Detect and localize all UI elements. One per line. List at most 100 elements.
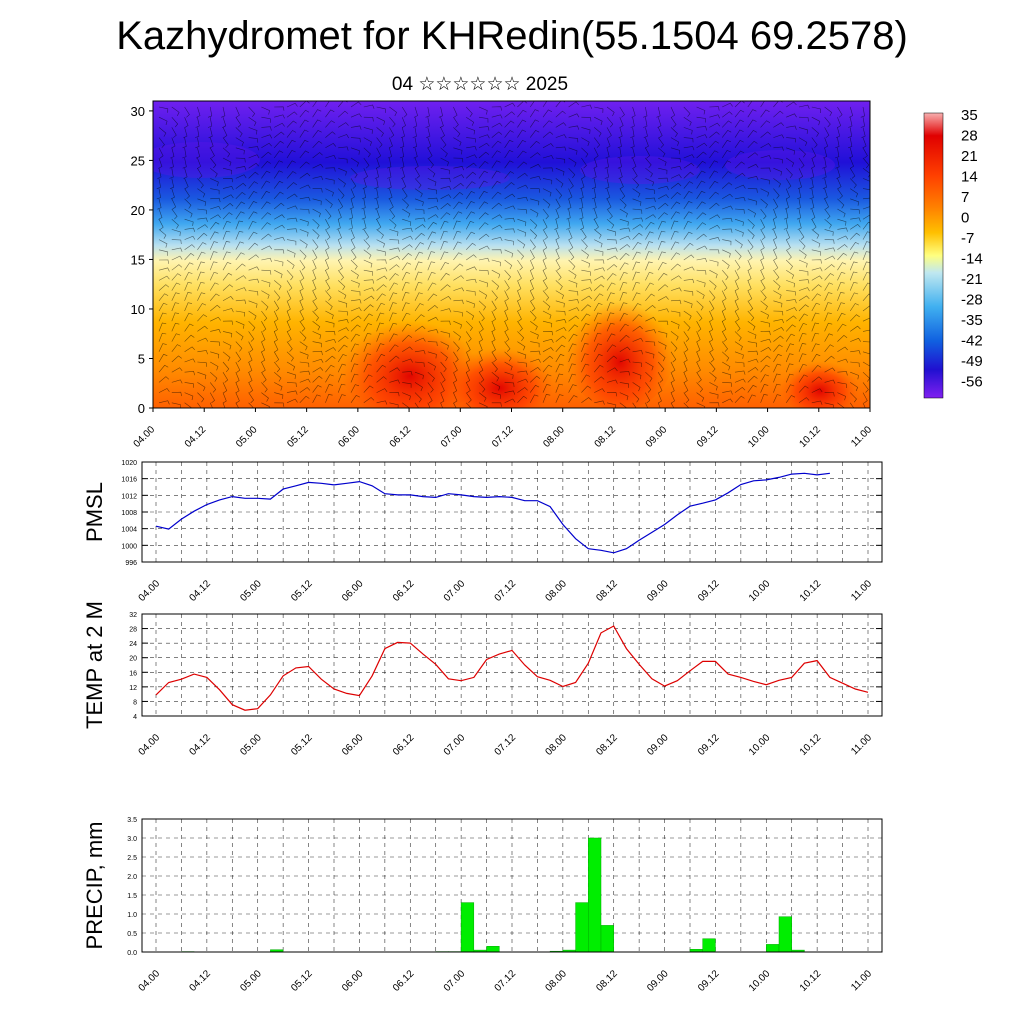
wind-barb [248, 137, 259, 143]
wind-barb [696, 151, 707, 159]
wind-barb [810, 198, 815, 210]
wind-barb [822, 178, 827, 189]
wind-barb [862, 206, 870, 210]
x-tick-label: 10.00 [747, 578, 773, 604]
wind-barb [312, 385, 322, 393]
wind-barb [709, 191, 719, 200]
wind-barb [530, 358, 541, 363]
warm-core [445, 340, 555, 408]
wind-barb [209, 221, 220, 230]
wind-barb [773, 290, 782, 300]
wind-barb [798, 385, 809, 393]
wind-barb [389, 264, 400, 271]
wind-barb [658, 194, 669, 200]
wind-barb [798, 104, 810, 109]
wind-barb [171, 379, 183, 384]
wind-barb [734, 140, 744, 148]
wind-barb [517, 150, 527, 159]
wind-barb [312, 198, 322, 206]
wind-barb [837, 371, 848, 376]
wind-barb [286, 351, 294, 362]
wind-barb [465, 392, 472, 404]
wind-barb [542, 355, 554, 363]
wind-barb [491, 214, 503, 220]
wind-barb [542, 155, 554, 160]
wind-barb [645, 231, 654, 240]
wind-barb [593, 137, 601, 148]
wind-barb [197, 198, 207, 206]
wind-barb [158, 116, 168, 125]
wind-barb [542, 364, 553, 373]
wind-barb [491, 290, 498, 301]
wind-barb [632, 325, 643, 332]
y-tick-label: 1012 [121, 493, 137, 500]
wind-barb [555, 327, 567, 332]
wind-barb [235, 310, 245, 317]
wind-barb [235, 351, 242, 363]
wind-barb [465, 351, 471, 363]
wind-barb [374, 168, 379, 179]
wind-barb [850, 208, 860, 214]
y-tick-label: 0 [138, 401, 145, 416]
wind-barb [542, 239, 548, 251]
wind-barb [643, 117, 648, 128]
wind-barb [171, 106, 180, 117]
wind-barb [824, 273, 835, 281]
wind-barb [491, 160, 501, 169]
y-tick-label: 0.0 [127, 950, 137, 957]
wind-barb [579, 188, 584, 200]
wind-barb [350, 101, 362, 108]
wind-barb [696, 341, 701, 353]
x-tick-label: 06.12 [391, 968, 417, 994]
wind-barb [504, 398, 516, 404]
wind-barb [517, 300, 522, 312]
wind-barb [210, 178, 219, 187]
wind-barb [491, 191, 502, 200]
wind-barb [824, 322, 833, 332]
wind-barb [171, 312, 180, 322]
wind-barb [412, 117, 418, 128]
wind-barb [427, 178, 437, 187]
wind-barb [414, 292, 423, 301]
wind-barb [606, 247, 618, 252]
wind-barb [336, 219, 341, 230]
wind-barb [363, 168, 368, 179]
x-tick-label: 04.00 [132, 424, 158, 450]
wind-barb [363, 147, 371, 158]
wind-barb [606, 312, 615, 322]
wind-barb [811, 259, 822, 264]
wind-barb [184, 346, 196, 353]
wind-barb [837, 281, 845, 291]
wind-barb [773, 270, 780, 281]
x-tick-label: 10.00 [747, 732, 773, 758]
wind-barb [286, 102, 298, 108]
wind-barb [555, 353, 565, 363]
wind-barb [594, 275, 605, 281]
wind-barb [773, 300, 783, 308]
wind-barb [837, 178, 842, 190]
wind-barb [325, 364, 335, 373]
wind-barb [248, 266, 260, 271]
wind-barb [567, 198, 572, 210]
wind-barb [568, 147, 578, 155]
wind-barb [734, 395, 745, 404]
wind-barb [824, 302, 832, 312]
wind-barb [773, 146, 784, 151]
wind-barb [222, 194, 234, 200]
wind-barb [798, 332, 807, 342]
wind-barb [645, 382, 652, 393]
wind-barb [325, 259, 330, 271]
wind-barb [683, 146, 695, 151]
wind-barb [785, 229, 791, 241]
wind-barb [824, 264, 835, 271]
wind-barb [606, 322, 615, 332]
y-axis-label: TEMP at 2 M [82, 601, 107, 729]
x-tick-label: 09.12 [696, 968, 722, 994]
wind-barb [504, 193, 516, 200]
wind-barb [222, 241, 231, 250]
wind-barb [350, 373, 359, 383]
wind-barb [248, 290, 259, 296]
wind-barb [158, 219, 164, 230]
wind-barb [491, 382, 501, 391]
wind-barb [760, 347, 772, 353]
